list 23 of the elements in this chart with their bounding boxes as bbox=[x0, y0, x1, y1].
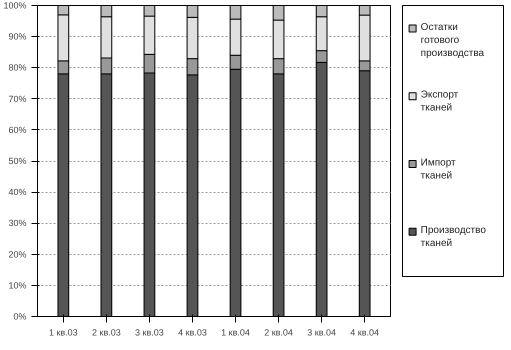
x-tick-label: 2 кв.04 bbox=[264, 328, 293, 338]
y-tick-label: 20% bbox=[8, 249, 26, 260]
y-tick-label: 40% bbox=[8, 187, 26, 198]
legend-label: Остатки готового производства bbox=[420, 22, 485, 60]
legend-label: Импорт тканей bbox=[420, 157, 456, 182]
y-tick-label: 90% bbox=[8, 32, 26, 42]
y-tick-label: 10% bbox=[8, 280, 26, 290]
y-tick-label: 50% bbox=[8, 156, 26, 166]
x-tick-label: 3 кв.04 bbox=[307, 328, 336, 338]
x-tick-label: 1 кв.03 bbox=[48, 328, 78, 338]
legend-label: Экспорт тканей bbox=[420, 90, 459, 114]
x-tick-label: 3 кв.03 bbox=[135, 328, 164, 338]
legend-label: Производство тканей bbox=[420, 225, 486, 250]
y-tick-label: 80% bbox=[8, 62, 26, 73]
y-tick-label: 100% bbox=[3, 0, 27, 10]
x-tick-label: 2 кв.03 bbox=[92, 328, 121, 338]
y-tick-label: 0% bbox=[13, 312, 27, 322]
x-tick-label: 1 кв.04 bbox=[221, 328, 250, 338]
y-tick-label: 70% bbox=[8, 94, 26, 104]
x-tick-label: 4 кв.04 bbox=[350, 328, 380, 338]
x-tick-label: 4 кв.03 bbox=[178, 328, 207, 338]
y-tick-label: 30% bbox=[8, 218, 26, 228]
y-tick-label: 60% bbox=[8, 124, 26, 135]
